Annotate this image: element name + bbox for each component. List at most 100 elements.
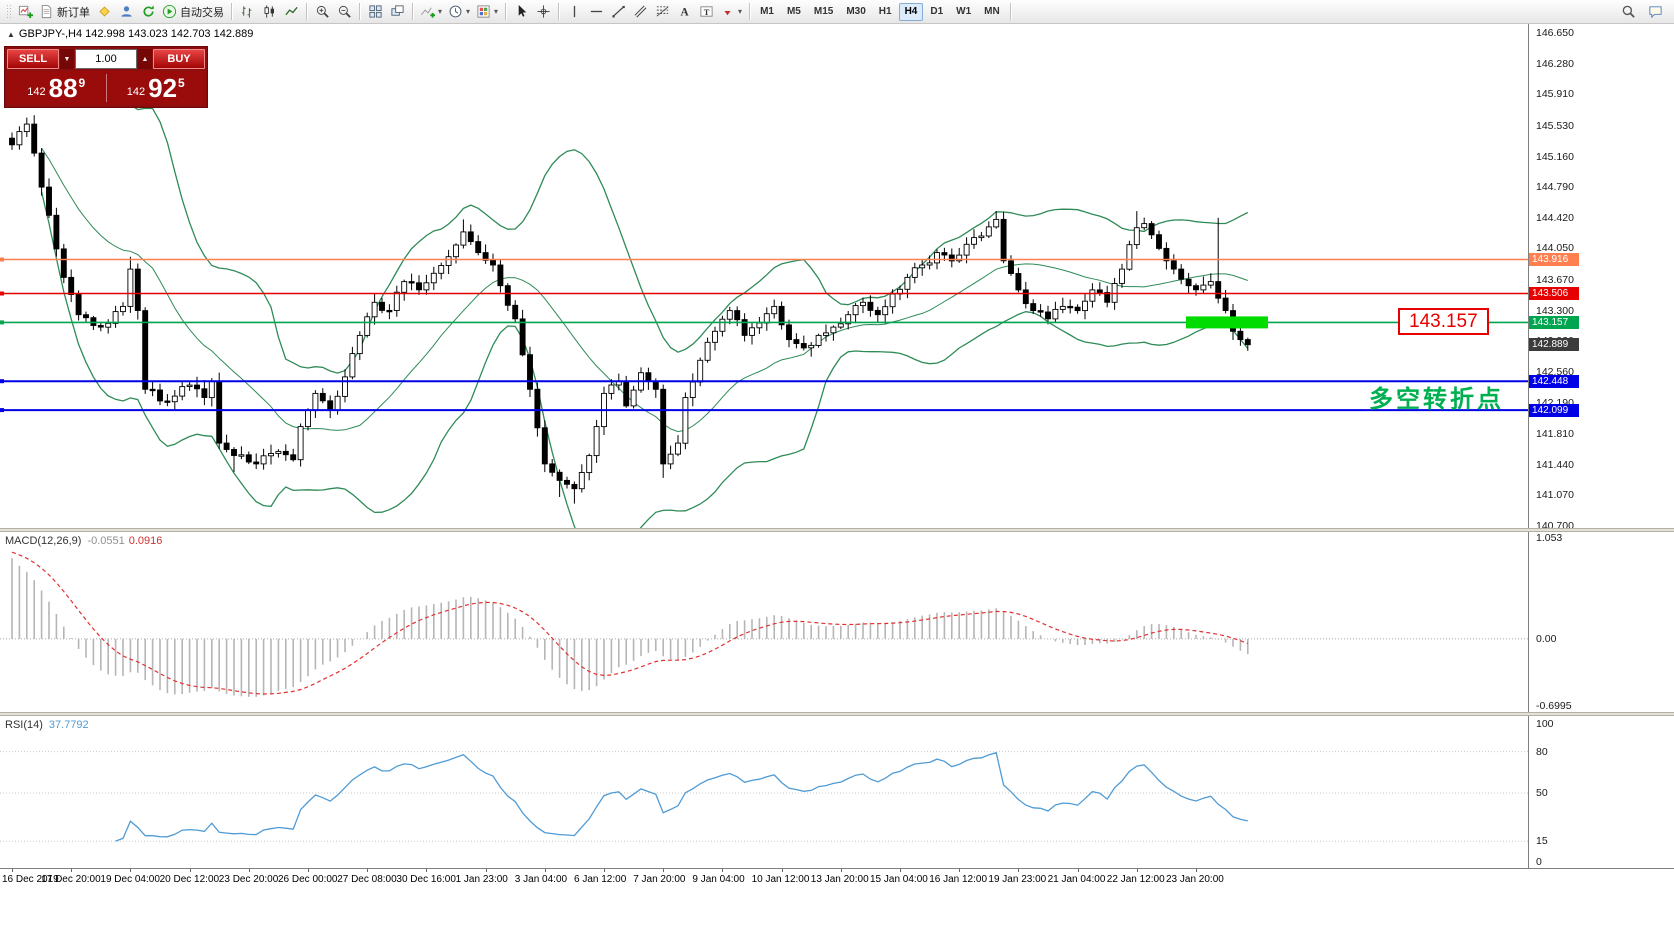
timeframe-button-m30[interactable]: M30 — [846, 6, 866, 17]
price-scale-label: 144.790 — [1536, 181, 1574, 194]
rsi-scale-label: 0 — [1536, 856, 1542, 868]
rsi-scale-label: 15 — [1536, 835, 1548, 848]
axis-tick — [367, 869, 369, 872]
tile-windows-button[interactable] — [364, 2, 386, 22]
price-level-tag[interactable]: 143.157 — [1529, 315, 1579, 329]
fibonacci-tool-button[interactable] — [651, 2, 673, 22]
rsi-label: RSI(14) 37.7792 — [5, 719, 89, 731]
toolbar-grip[interactable] — [6, 3, 11, 20]
price-divider — [105, 74, 107, 102]
price-level-tag[interactable]: 142.099 — [1529, 403, 1579, 417]
time-axis-label: 19 Dec 04:00 — [100, 874, 160, 885]
horizontal-line-icon — [590, 10, 602, 13]
vertical-line-tool-button[interactable] — [563, 2, 585, 22]
candlestick-chart-button[interactable] — [258, 2, 280, 22]
candlestick-icon — [264, 5, 274, 18]
new-order-label: 新订单 — [57, 6, 90, 19]
horizontal-line-tool-button[interactable] — [585, 2, 607, 22]
macd-pane[interactable]: MACD(12,26,9) -0.0551 0.0916 — [0, 532, 1528, 712]
search-button[interactable] — [1617, 2, 1639, 22]
cascade-windows-button[interactable] — [386, 2, 408, 22]
templates-button[interactable]: ▾ — [473, 2, 501, 22]
text-tool-button[interactable]: A — [673, 2, 695, 22]
bid-sup: 9 — [78, 75, 86, 90]
bid-price[interactable]: 142 88 9 — [7, 71, 106, 105]
ask-price[interactable]: 142 92 5 — [107, 71, 206, 105]
zoom-in-button[interactable] — [311, 2, 333, 22]
volume-input[interactable]: 1.00 — [75, 49, 137, 69]
timeframe-button-m5[interactable]: M5 — [786, 6, 801, 17]
price-level-tag[interactable]: 143.916 — [1529, 253, 1579, 266]
line-chart-button[interactable] — [280, 2, 302, 22]
chevron-down-icon: ▾ — [738, 7, 743, 16]
timeframe-button-w1[interactable]: W1 — [956, 6, 972, 17]
timeframe-button-h4[interactable]: H4 — [898, 2, 924, 21]
clock-icon — [449, 5, 462, 18]
chat-button[interactable] — [1644, 2, 1666, 22]
price-scale-label: 141.810 — [1536, 428, 1574, 440]
pane-separator[interactable] — [0, 528, 1674, 532]
indicators-button[interactable]: ▾ — [417, 2, 445, 22]
bar-chart-button[interactable] — [236, 2, 258, 22]
toolbar-separator — [558, 3, 560, 20]
axis-tick — [308, 869, 309, 872]
toolbar-separator — [505, 3, 507, 20]
toolbar-separator — [306, 3, 307, 20]
timeframe-button-m1[interactable]: M1 — [760, 6, 774, 17]
buy-button[interactable]: BUY — [153, 49, 205, 69]
sell-button[interactable]: SELL — [7, 49, 59, 69]
crosshair-icon — [536, 5, 550, 18]
rsi-scale-label: 100 — [1536, 718, 1554, 730]
text-label-tool-button[interactable]: T — [695, 2, 717, 22]
autotrading-button[interactable]: 自动交易 — [159, 2, 227, 22]
refresh-button[interactable] — [137, 2, 159, 22]
arrows-tool-button[interactable]: ▾ — [717, 2, 745, 22]
price-callout-box[interactable]: 143.157 — [1398, 308, 1489, 335]
price-scale-label: 145.910 — [1536, 88, 1574, 101]
cursor-button[interactable] — [510, 2, 532, 22]
toolbar-separator — [412, 3, 413, 20]
candles-layer — [9, 115, 1251, 504]
timeframe-button-m15[interactable]: M15 — [813, 6, 834, 17]
time-axis-label: 15 Jan 04:00 — [870, 874, 928, 885]
axis-tick — [1136, 869, 1138, 872]
price-scale[interactable]: 146.650 146.280 145.910 145.530 145.160 144.7… — [1528, 24, 1674, 948]
price-level-tag[interactable]: 142.448 — [1529, 374, 1579, 388]
time-axis[interactable]: 16 Dec 2019 17 Dec 20:00 19 Dec 04:00 20 De… — [0, 868, 1674, 890]
timeframe-button-h1[interactable]: H1 — [878, 6, 892, 17]
symbol-info: ▲ GBPJPY-,H4 142.998 143.023 142.703 142… — [7, 28, 253, 40]
zoom-out-button[interactable] — [333, 2, 355, 22]
refresh-icon — [142, 5, 154, 17]
axis-tick — [840, 869, 842, 872]
rsi-pane[interactable]: RSI(14) 37.7792 — [0, 716, 1528, 868]
svg-text:T: T — [703, 7, 709, 17]
vertical-line-icon — [573, 5, 575, 18]
axis-tick — [130, 869, 132, 872]
volume-increase-button[interactable]: ▲ — [138, 49, 152, 69]
price-level-tag[interactable]: 143.506 — [1529, 287, 1579, 300]
current-price-tag: 142.889 — [1529, 338, 1579, 352]
panel-collapse-icon[interactable]: ▲ — [7, 29, 15, 39]
pane-separator[interactable] — [0, 712, 1674, 716]
trendline-icon — [611, 5, 625, 18]
annotations-layer — [1186, 316, 1268, 329]
channel-tool-button[interactable] — [629, 2, 651, 22]
main-chart-pane[interactable]: ▲ GBPJPY-,H4 142.998 143.023 142.703 142… — [0, 24, 1528, 528]
new-chart-button[interactable] — [14, 2, 36, 22]
trendline-tool-button[interactable] — [607, 2, 629, 22]
favorites-button[interactable] — [93, 2, 115, 22]
periods-button[interactable]: ▾ — [445, 2, 473, 22]
macd-scale-label: 1.053 — [1536, 532, 1563, 544]
time-axis-label: 21 Jan 04:00 — [1047, 874, 1106, 885]
timeframe-button-mn[interactable]: MN — [984, 6, 1000, 17]
time-axis-label: 23 Dec 20:00 — [218, 874, 279, 885]
toolbar-right-group — [1617, 2, 1671, 22]
volume-decrease-button[interactable]: ▼ — [60, 49, 74, 69]
timeframe-button-d1[interactable]: D1 — [930, 6, 944, 17]
new-order-button[interactable]: 新订单 — [36, 2, 93, 22]
profiles-button[interactable] — [115, 2, 137, 22]
crosshair-button[interactable] — [532, 2, 554, 22]
turning-point-annotation[interactable]: 多空转折点 — [1369, 386, 1504, 413]
ask-base: 142 — [126, 85, 146, 98]
time-axis-label: 19 Jan 23:00 — [988, 874, 1047, 885]
